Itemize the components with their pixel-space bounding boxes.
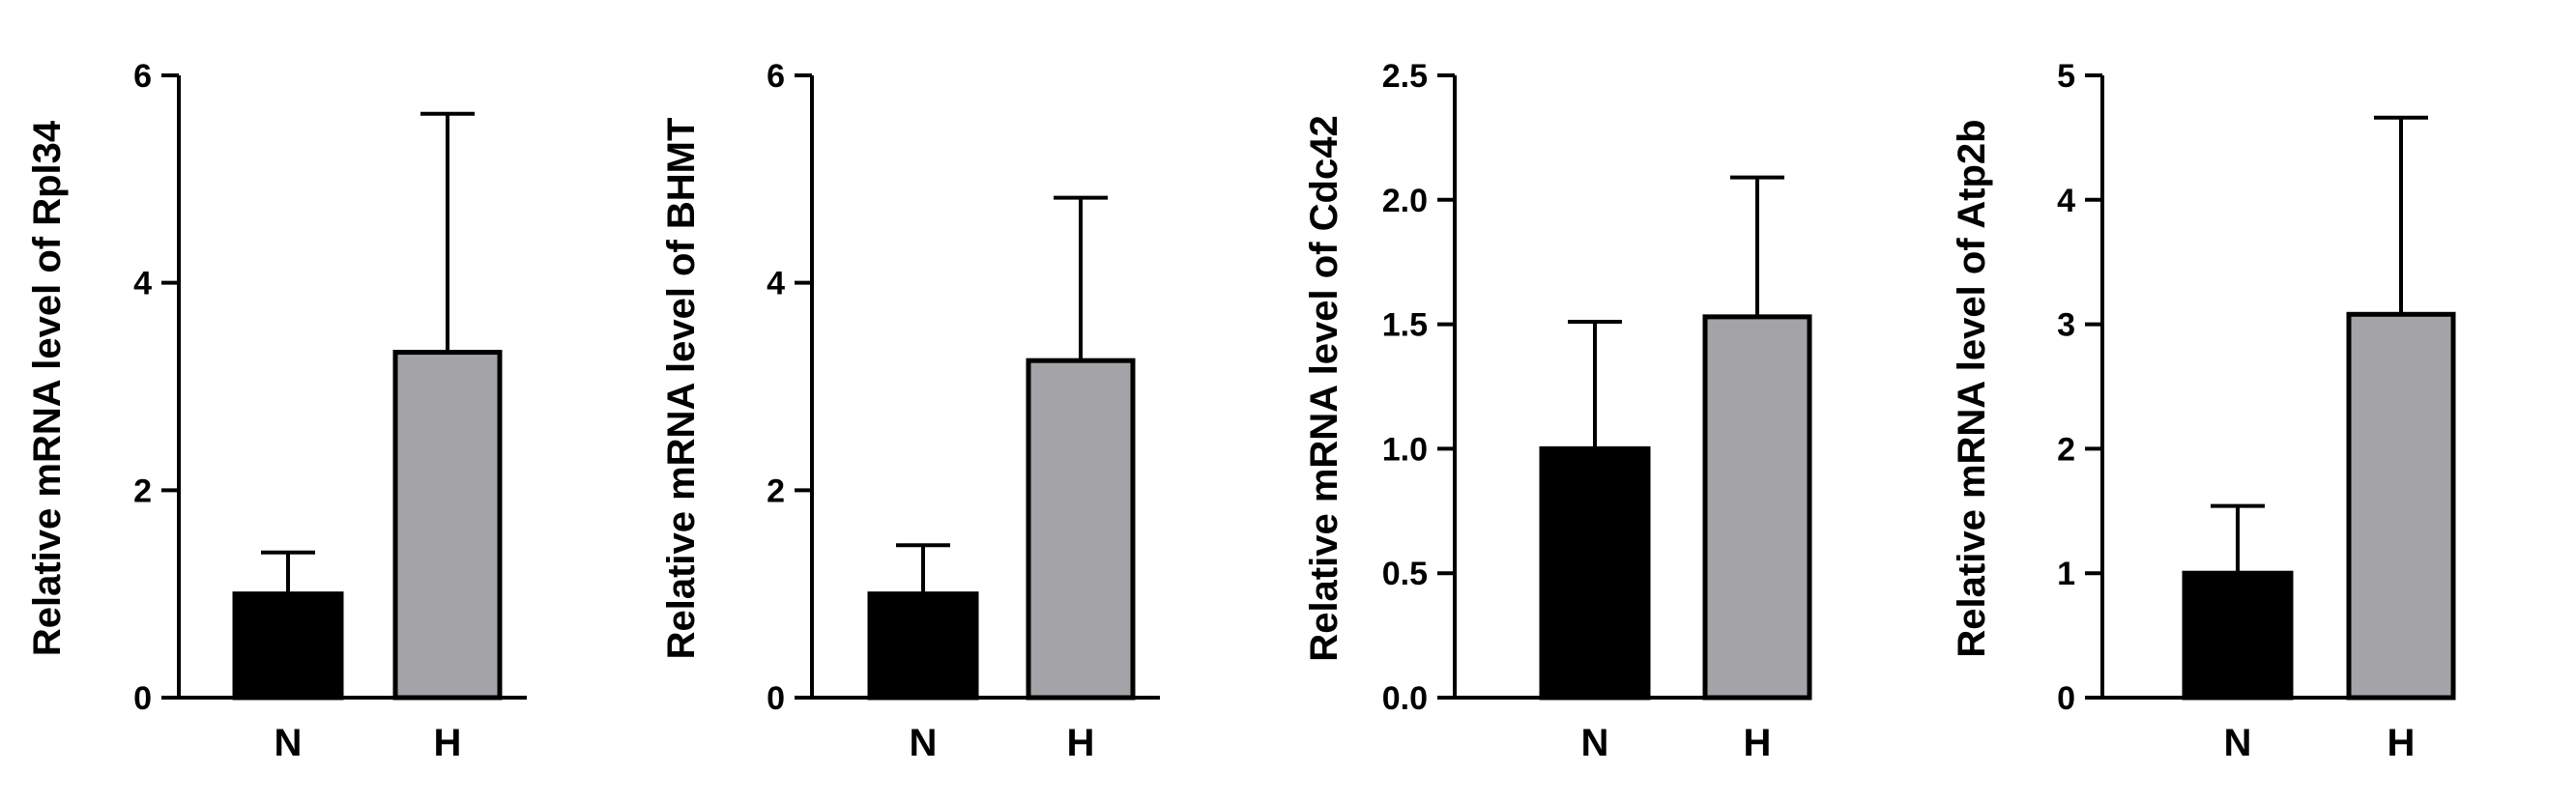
bar-n (232, 591, 344, 701)
chart-panel: 0 1 2 3 4 5 Relative mRNA level of Atp2b N H (1951, 58, 2456, 764)
y-tick-label: 6 (767, 58, 785, 95)
x-tick-label: H (1744, 722, 1772, 764)
y-tick-label: 4 (133, 266, 152, 302)
y-tick-label: 2.0 (1382, 183, 1428, 219)
y-tick-label: 2.5 (1382, 58, 1428, 95)
y-tick-label: 2 (133, 473, 152, 509)
y-tick-label: 0 (2057, 680, 2075, 717)
chart-panel: 0 2 4 6 Relative mRNA level of BHMT N H (660, 58, 1160, 764)
x-tick-label: H (1067, 722, 1095, 764)
y-tick-label: 4 (2057, 183, 2075, 219)
y-axis-label: Relative mRNA level of Cdc42 (1303, 115, 1346, 661)
bar-n (2182, 570, 2294, 701)
bar-h (1702, 314, 1812, 701)
y-tick-label: 1.0 (1382, 431, 1428, 468)
chart-panel: 0 2 4 6 Relative mRNA level of Rpl34 N H (26, 58, 527, 764)
bar-h (2346, 311, 2456, 701)
y-axis-label: Relative mRNA level of Atp2b (1951, 119, 1993, 657)
bar-n (867, 591, 979, 701)
bar-h (1026, 358, 1136, 701)
y-tick-label: 1.5 (1382, 307, 1428, 344)
x-tick-label: H (2388, 722, 2416, 764)
x-tick-label: H (434, 722, 462, 764)
x-tick-label: N (2224, 722, 2252, 764)
y-tick-label: 4 (767, 266, 785, 302)
y-tick-label: 0 (767, 680, 785, 717)
x-tick-label: N (910, 722, 938, 764)
bar-h (392, 350, 503, 701)
y-tick-label: 0 (133, 680, 152, 717)
y-axis-label: Relative mRNA level of BHMT (660, 118, 703, 660)
x-tick-label: N (275, 722, 303, 764)
x-tick-label: N (1581, 722, 1609, 764)
y-tick-label: 1 (2057, 556, 2075, 592)
y-tick-label: 3 (2057, 307, 2075, 344)
y-tick-label: 0.0 (1382, 680, 1428, 717)
bar-n (1539, 445, 1651, 701)
chart-panel: 0.0 0.5 1.0 1.5 2.0 2.5 Relative mRNA level of… (1303, 58, 1812, 764)
y-tick-label: 2 (767, 473, 785, 509)
y-tick-label: 0.5 (1382, 556, 1428, 592)
y-axis-label: Relative mRNA level of Rpl34 (26, 120, 69, 656)
y-tick-label: 2 (2057, 431, 2075, 468)
y-tick-label: 5 (2057, 58, 2075, 95)
y-tick-label: 6 (133, 58, 152, 95)
